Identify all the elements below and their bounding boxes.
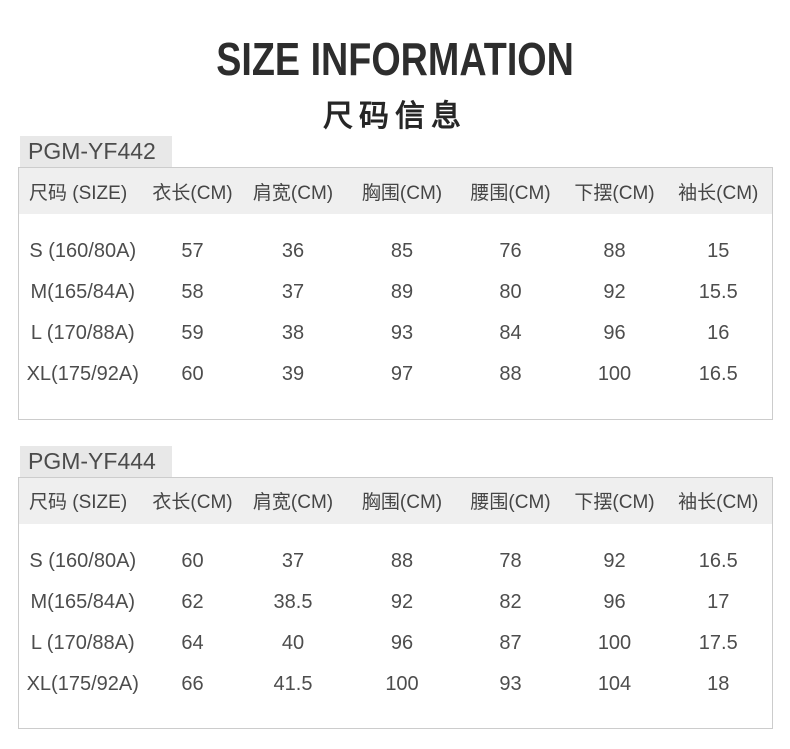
size-cell: 85 [390,240,414,262]
size-row-label: S (160/80A) [29,549,137,572]
size-table-yf444: 尺码 (SIZE) 衣长(CM) 肩宽(CM) 胸围(CM) 腰围(CM) 下摆(CM) 袖… [18,476,773,729]
size-cell: 57 [181,240,204,262]
size-cell: 62 [181,590,204,613]
table-row: L (170/88A) 59 38 93 84 96 16 [19,313,773,354]
page-title-text: SIZE INFORMATION [216,33,574,85]
size-cell: 41.5 [273,672,313,695]
size-row-label: S (160/80A) [29,240,137,262]
size-cell: 38.5 [273,590,313,613]
size-cell: 96 [603,322,626,344]
table-row: M(165/84A) 62 38.5 92 82 96 17 [19,582,773,623]
table-row: XL(175/92A) 60 39 97 88 100 16.5 [19,354,773,395]
size-cell: 36 [281,240,305,262]
size-row-label: M(165/84A) [30,590,136,613]
size-cell: 96 [390,631,414,654]
size-cell: 59 [181,322,204,344]
size-cell: 15.5 [698,281,738,303]
column-header-6: 袖长(CM) [664,477,773,524]
size-cell: 40 [281,631,305,654]
column-header-3: 胸围(CM) [347,167,457,214]
table-row: L (170/88A) 64 40 96 87 100 17.5 [19,623,773,664]
column-header-2: 肩宽(CM) [238,167,348,214]
size-cell: 16.5 [698,363,738,385]
size-cell: 104 [597,672,632,695]
table-row: S (160/80A) 60 37 88 78 92 16.5 [19,541,773,582]
column-header-4: 腰围(CM) [456,167,565,214]
column-header-3: 胸围(CM) [347,477,457,524]
table-row: XL(175/92A) 66 41.5 100 93 104 18 [19,664,773,705]
column-header-0: 尺码 (SIZE) [18,167,147,214]
size-row-label: L (170/88A) [30,631,135,654]
size-cell: 58 [181,281,204,303]
size-cell: 78 [499,549,522,572]
size-cell: 39 [281,363,305,385]
size-cell: 37 [281,281,305,303]
column-header-0: 尺码 (SIZE) [18,477,147,524]
size-row-label: M(165/84A) [30,281,136,303]
size-cell: 60 [181,363,204,385]
size-cell: 93 [499,672,522,695]
model-label-yf444: PGM-YF444 [20,445,172,477]
size-cell: 88 [499,363,522,385]
table-row: M(165/84A) 58 37 89 80 92 15.5 [19,272,773,313]
size-cell: 80 [499,281,522,303]
size-cell: 84 [499,322,522,344]
column-header-5: 下摆(CM) [564,167,665,214]
size-cell: 76 [499,240,522,262]
header-row: 尺码 (SIZE) 衣长(CM) 肩宽(CM) 胸围(CM) 腰围(CM) 下摆(CM) 袖… [18,167,773,214]
column-header-6: 袖长(CM) [664,167,773,214]
size-cell: 16.5 [698,549,738,572]
table-row: S (160/80A) 57 36 85 76 88 15 [19,231,773,272]
size-cell: 17 [707,590,730,613]
size-cell: 38 [281,322,305,344]
size-cell: 100 [385,672,419,695]
size-cell: 16 [707,322,730,344]
column-header-2: 肩宽(CM) [238,477,348,524]
size-cell: 15 [707,240,730,262]
size-cell: 89 [390,281,414,303]
size-cell: 37 [281,549,305,572]
size-cell: 88 [603,240,626,262]
size-cell: 18 [707,672,730,695]
size-cell: 87 [499,631,522,654]
header-row: 尺码 (SIZE) 衣长(CM) 肩宽(CM) 胸围(CM) 腰围(CM) 下摆(CM) 袖… [18,477,773,524]
column-header-1: 衣长(CM) [146,167,239,214]
size-cell: 96 [603,590,626,613]
size-cell: 100 [597,631,632,654]
size-row-label: L (170/88A) [30,322,135,344]
size-cell: 66 [181,672,204,695]
size-cell: 82 [499,590,522,613]
size-cell: 93 [390,322,414,344]
model-label-yf442: PGM-YF442 [20,136,172,167]
page-title: SIZE INFORMATION [0,33,790,96]
size-row-label: XL(175/92A) [26,363,139,385]
size-cell: 64 [181,631,204,654]
size-cell: 92 [603,281,626,303]
size-cell: 92 [603,549,626,572]
page-subtitle: 尺码信息 [323,100,467,133]
column-header-5: 下摆(CM) [564,477,665,524]
size-cell: 97 [390,363,414,385]
column-header-4: 腰围(CM) [456,477,565,524]
size-row-label: XL(175/92A) [26,672,139,695]
size-cell: 60 [181,549,204,572]
size-cell: 100 [597,363,632,385]
size-cell: 17.5 [698,631,738,654]
size-cell: 92 [390,590,414,613]
size-cell: 88 [390,549,414,572]
size-table-yf442: 尺码 (SIZE) 衣长(CM) 肩宽(CM) 胸围(CM) 腰围(CM) 下摆(CM) 袖… [18,167,773,420]
column-header-1: 衣长(CM) [146,477,239,524]
